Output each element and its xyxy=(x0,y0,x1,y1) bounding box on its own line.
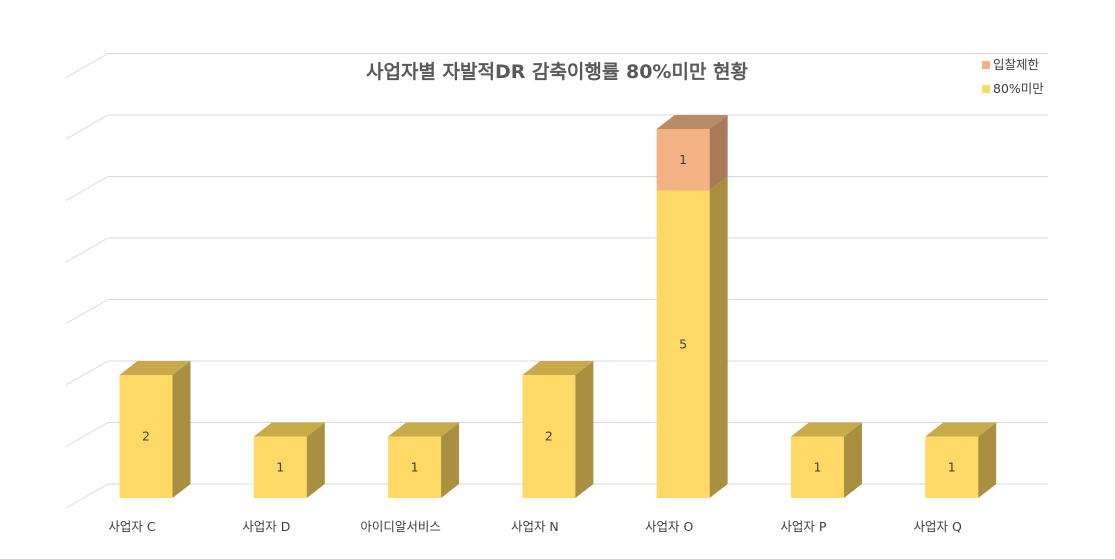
category-labels: 사업자 C 사업자 D 아이디알서비스 사업자 N 사업자 O 사업자 P 사업자 Q xyxy=(108,519,962,534)
bar-top-80%미만 xyxy=(925,422,997,437)
bar-top-입찰제한 xyxy=(656,115,728,129)
data-label: 1 xyxy=(276,459,284,474)
category-label: 사업자 O xyxy=(645,519,693,534)
bars xyxy=(119,115,997,498)
bar-80%미만 xyxy=(522,375,576,498)
bar-side-80%미만 xyxy=(978,422,997,498)
data-label: 5 xyxy=(679,336,687,351)
data-labels: 2 1 1 2 5 1 1 1 xyxy=(142,152,956,475)
gridline-diagonal xyxy=(65,237,109,263)
bar-side-80%미만 xyxy=(575,361,594,498)
category-label: 사업자 D xyxy=(242,519,290,534)
chart-title: 사업자별 자발적DR 감축이행률 80%미만 현황 xyxy=(366,60,749,83)
bar-side-80%미만 xyxy=(709,176,728,498)
gridline-diagonal xyxy=(65,422,109,447)
bar-side-입찰제한 xyxy=(709,115,728,191)
bar-top-80%미만 xyxy=(119,361,191,375)
data-label: 1 xyxy=(813,459,821,474)
bar-80%미만 xyxy=(656,190,710,498)
gridline-diagonal xyxy=(65,53,109,78)
gridline-diagonal xyxy=(65,360,109,386)
category-label: 사업자 N xyxy=(511,519,559,534)
bar-80%미만 xyxy=(925,436,979,498)
category-label: 사업자 Q xyxy=(914,519,962,534)
category-label: 사업자 P xyxy=(780,519,826,534)
legend-label: 입찰제한 xyxy=(993,57,1040,72)
bar-80%미만 xyxy=(253,436,307,498)
bar-side-80%미만 xyxy=(441,422,460,498)
bar-입찰제한 xyxy=(656,129,710,191)
data-label: 1 xyxy=(948,459,956,474)
bar-80%미만 xyxy=(790,436,844,498)
bar-side-80%미만 xyxy=(843,422,862,498)
legend-swatch xyxy=(982,61,990,69)
data-label: 2 xyxy=(142,429,150,444)
bar-top-80%미만 xyxy=(790,422,862,437)
data-label: 1 xyxy=(679,152,687,167)
bar-80%미만 xyxy=(119,375,173,498)
category-label: 사업자 C xyxy=(108,519,155,534)
gridline-diagonal xyxy=(65,176,109,201)
bar-top-80%미만 xyxy=(388,422,460,437)
gridline-diagonal xyxy=(65,114,109,140)
bar-top-80%미만 xyxy=(253,422,325,437)
data-label: 2 xyxy=(545,429,553,444)
legend: 입찰제한 80%미만 xyxy=(982,57,1044,96)
data-label: 1 xyxy=(411,459,419,474)
category-label: 아이디알서비스 xyxy=(360,519,441,534)
gridline-diagonal xyxy=(65,299,109,324)
bar-side-80%미만 xyxy=(306,422,325,498)
legend-swatch xyxy=(982,85,990,93)
bar-top-80%미만 xyxy=(522,361,594,375)
bar-side-80%미만 xyxy=(172,361,191,498)
legend-label: 80%미만 xyxy=(993,81,1044,96)
bar-80%미만 xyxy=(388,436,442,498)
gridline-diagonal xyxy=(65,483,109,509)
